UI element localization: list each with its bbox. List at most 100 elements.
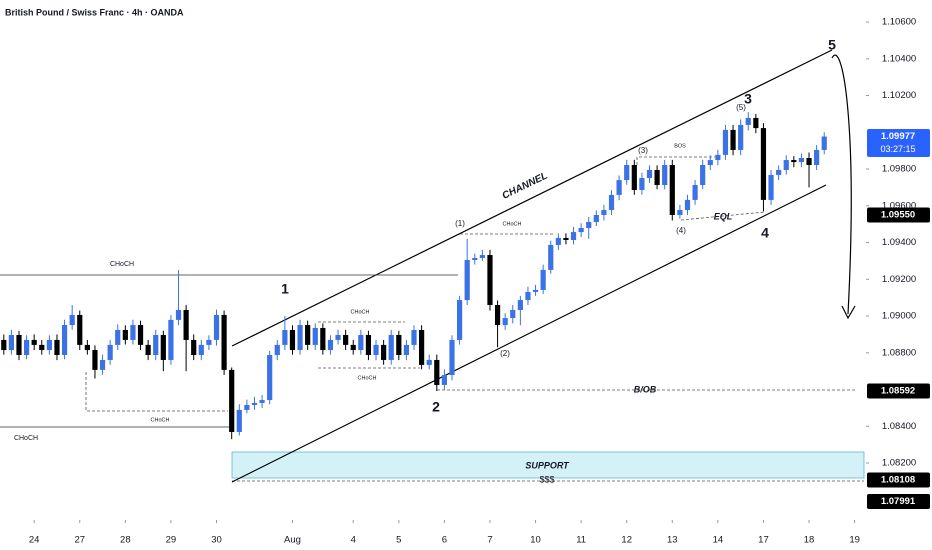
x-tick-label: 11 bbox=[576, 535, 586, 546]
candle-body bbox=[213, 314, 220, 340]
x-tick-label: 12 bbox=[621, 535, 632, 546]
x-tick-label: 13 bbox=[667, 535, 678, 546]
x-tick-label: 17 bbox=[758, 535, 769, 546]
candle-body bbox=[191, 339, 197, 355]
projection-arrow bbox=[831, 54, 852, 315]
candle-body bbox=[419, 330, 425, 365]
y-tick-label: 1.10400 bbox=[882, 53, 916, 64]
x-tick-label: 28 bbox=[120, 535, 131, 546]
x-tick-label: 6 bbox=[442, 535, 447, 546]
candle-body bbox=[8, 334, 14, 351]
x-tick-label: 5 bbox=[396, 535, 401, 546]
candle-body bbox=[145, 344, 151, 355]
candle-body bbox=[46, 339, 52, 351]
drawings bbox=[0, 49, 865, 483]
annotation: EQL bbox=[714, 211, 733, 221]
candle-body bbox=[289, 330, 296, 351]
candle-body bbox=[388, 334, 394, 360]
bos-line bbox=[636, 156, 715, 165]
candle-body bbox=[153, 334, 159, 355]
y-tick-label: 1.08400 bbox=[882, 421, 916, 432]
candle-body bbox=[639, 178, 645, 190]
annotation: BOS bbox=[674, 143, 686, 149]
candle-body bbox=[555, 237, 561, 245]
candle-body bbox=[236, 409, 242, 432]
candle-body bbox=[783, 160, 789, 170]
price-label-box bbox=[867, 472, 930, 488]
candle-body bbox=[411, 330, 417, 345]
annotation: (1) bbox=[455, 219, 465, 228]
x-tick-label: 27 bbox=[74, 535, 85, 546]
candle-body bbox=[502, 318, 508, 326]
candle-body bbox=[251, 402, 258, 405]
candle-body bbox=[16, 334, 22, 355]
annotation: $$$ bbox=[539, 474, 554, 484]
candle-body bbox=[662, 165, 668, 186]
price-label: 1.08592 bbox=[881, 386, 915, 397]
annotation: CHoCH bbox=[351, 309, 370, 315]
annotation: (2) bbox=[500, 349, 510, 358]
candle-body bbox=[730, 129, 736, 150]
axes: 1.10600 1.10400 1.10200 1.09800 1.09600 1.094… bbox=[29, 17, 930, 546]
annotation: CHoCH bbox=[358, 375, 377, 381]
candle-body bbox=[441, 375, 447, 385]
x-tick-label: 30 bbox=[211, 535, 222, 546]
x-tick-label: 4 bbox=[351, 535, 356, 546]
candle-body bbox=[168, 319, 174, 360]
y-tick-label: 1.08200 bbox=[882, 458, 916, 469]
candle-body bbox=[624, 165, 630, 181]
candle-body bbox=[365, 334, 372, 355]
price-label: 1.09977 bbox=[881, 131, 915, 142]
candle-body bbox=[456, 300, 463, 340]
candle-body bbox=[532, 289, 539, 292]
candle-body bbox=[297, 325, 303, 351]
price-label: 1.08108 bbox=[881, 474, 915, 485]
candle-body bbox=[160, 334, 166, 360]
eql-line bbox=[680, 211, 766, 221]
x-tick-label: 14 bbox=[713, 535, 724, 546]
candle-body bbox=[601, 210, 607, 215]
candle-body bbox=[684, 199, 691, 211]
x-tick-label: 24 bbox=[29, 535, 40, 546]
candle-body bbox=[115, 330, 121, 345]
annotation: B/OB bbox=[634, 384, 657, 394]
y-tick-label: 1.09800 bbox=[882, 164, 916, 175]
candle-body bbox=[183, 309, 189, 340]
candle-body bbox=[548, 244, 554, 270]
candle-body bbox=[722, 129, 729, 155]
candle-body bbox=[39, 344, 45, 351]
annotation: CHoCH bbox=[503, 221, 522, 227]
price-label-box bbox=[867, 129, 930, 158]
candle-body bbox=[540, 269, 546, 290]
annotation: CHoCH bbox=[151, 417, 170, 423]
x-tick-label: 18 bbox=[804, 535, 815, 546]
candle-body bbox=[631, 165, 637, 190]
support-zone bbox=[231, 451, 865, 479]
candle-body bbox=[753, 117, 759, 129]
candle-body bbox=[525, 291, 531, 301]
candle-body bbox=[198, 344, 204, 355]
candle-body bbox=[814, 149, 820, 166]
candle-body bbox=[175, 309, 182, 320]
candle-body bbox=[760, 128, 767, 200]
candle-body bbox=[791, 160, 797, 163]
annotation: (5) bbox=[736, 103, 746, 112]
candle-body bbox=[122, 330, 128, 340]
candle-body bbox=[137, 325, 144, 345]
annotation: CHoCH bbox=[14, 435, 38, 442]
candle-body bbox=[312, 327, 318, 345]
candle-body bbox=[700, 165, 706, 186]
candle-body bbox=[654, 169, 660, 186]
annotation: (3) bbox=[638, 146, 648, 155]
annotation: (4) bbox=[676, 226, 686, 235]
candle-body bbox=[130, 325, 136, 340]
annotation: SUPPORT bbox=[525, 460, 570, 470]
candle-body bbox=[282, 330, 288, 345]
candle-body bbox=[206, 339, 212, 345]
countdown: 03:27:15 bbox=[880, 144, 915, 154]
candle-body bbox=[494, 305, 501, 326]
candle-body bbox=[707, 160, 713, 166]
candle-body bbox=[586, 221, 592, 229]
candle-body bbox=[593, 214, 599, 222]
